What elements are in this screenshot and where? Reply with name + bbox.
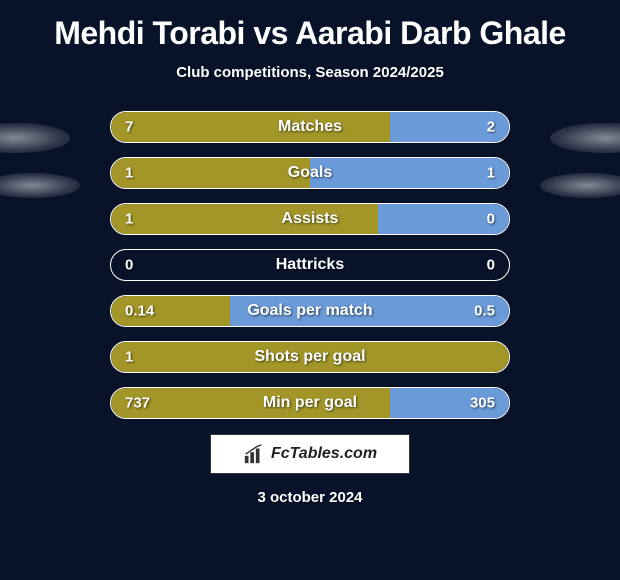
stat-row: 1Assists0: [110, 203, 510, 235]
bar-left: [111, 204, 378, 234]
subtitle: Club competitions, Season 2024/2025: [0, 64, 620, 81]
page-title: Mehdi Torabi vs Aarabi Darb Ghale: [0, 15, 620, 52]
player-shadow-right-2: [540, 173, 620, 198]
stat-row: 0.14Goals per match0.5: [110, 295, 510, 327]
stat-row: 1Shots per goal: [110, 341, 510, 373]
stat-row: 7Matches2: [110, 111, 510, 143]
player-shadow-left-1: [0, 123, 70, 153]
bar-left: [111, 342, 509, 372]
fctables-logo[interactable]: FcTables.com: [210, 434, 410, 474]
logo-text: FcTables.com: [271, 445, 377, 463]
player-shadow-left-2: [0, 173, 80, 198]
value-right: 0: [487, 257, 495, 274]
bar-right: [310, 158, 509, 188]
bar-left: [111, 388, 390, 418]
bar-right: [230, 296, 509, 326]
bar-left: [111, 296, 230, 326]
bar-right: [390, 388, 509, 418]
date-text: 3 october 2024: [0, 489, 620, 506]
bar-left: [111, 158, 310, 188]
player-shadow-right-1: [550, 123, 620, 153]
stat-label: Hattricks: [111, 256, 509, 274]
stat-row: 737Min per goal305: [110, 387, 510, 419]
chart-icon: [243, 443, 265, 465]
bar-right: [378, 204, 509, 234]
value-left: 0: [125, 257, 133, 274]
bar-right: [390, 112, 509, 142]
bar-left: [111, 112, 390, 142]
comparison-infographic: Mehdi Torabi vs Aarabi Darb Ghale Club c…: [0, 0, 620, 580]
stat-row: 0Hattricks0: [110, 249, 510, 281]
stat-row: 1Goals1: [110, 157, 510, 189]
comparison-rows: 7Matches2 1Goals1 1Assists0 0Hattricks0 0.14…: [100, 111, 520, 419]
